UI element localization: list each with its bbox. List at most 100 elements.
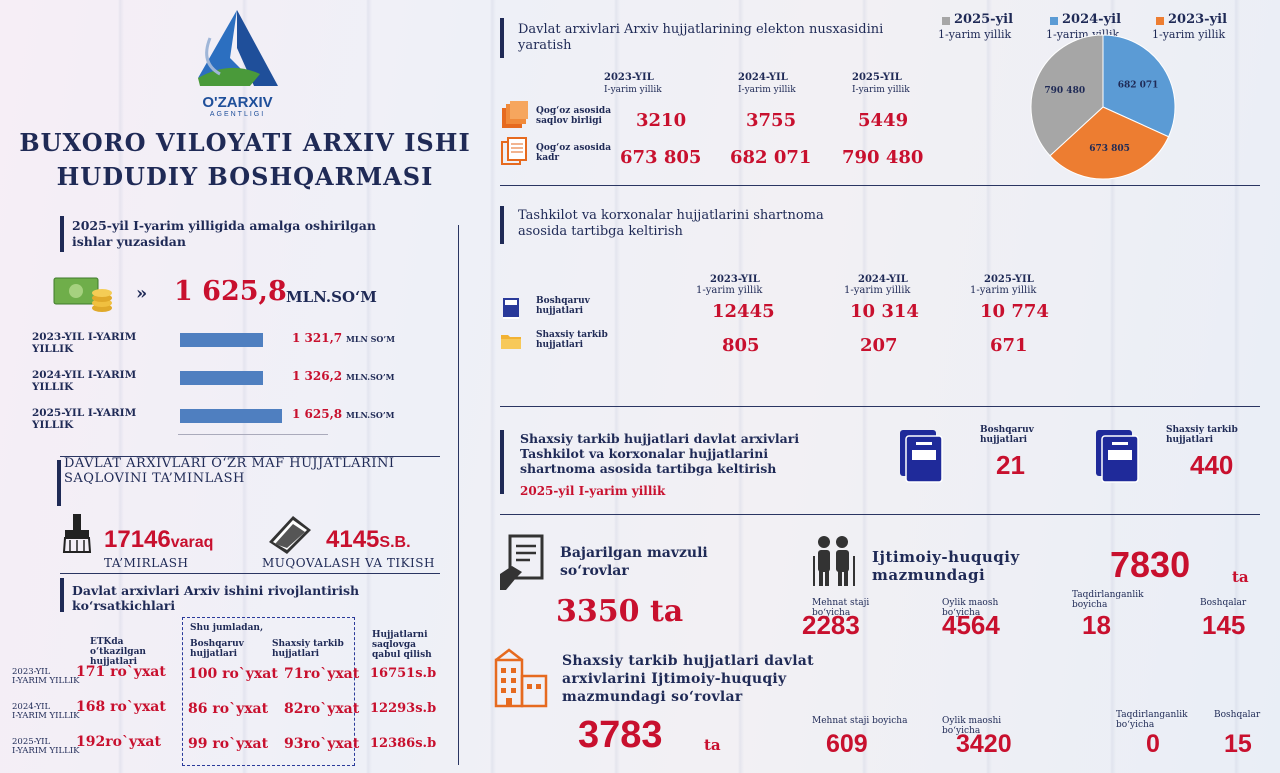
section-marker bbox=[57, 460, 61, 506]
personal-shaxsiy-value: 440 bbox=[1190, 450, 1234, 480]
row-label: Qog‘oz asosida kadr bbox=[536, 143, 612, 163]
row-qabul: 16751s.b bbox=[370, 666, 437, 681]
social-total-unit: ta bbox=[1232, 568, 1249, 586]
row-etk: 171 ro`yxat bbox=[76, 664, 166, 680]
contracts-heading: Tashkilot va korxonalar hujjatlarini sha… bbox=[518, 208, 824, 239]
folder-stack-icon bbox=[500, 100, 530, 130]
bind-unit: S.B. bbox=[379, 534, 411, 551]
section-marker bbox=[500, 430, 504, 494]
document-copy-icon bbox=[500, 136, 528, 166]
row-value: 10 774 bbox=[980, 301, 1049, 322]
social-total: 7830 bbox=[1110, 544, 1191, 585]
year-period: I-yarim yillik bbox=[852, 85, 910, 95]
year-header: 2024-YIL bbox=[858, 274, 908, 285]
legend-name: 2023-yil bbox=[1168, 12, 1228, 27]
social-item-label: Boshqalar bbox=[1200, 598, 1247, 608]
legend-name: 2025-yil bbox=[954, 12, 1014, 27]
bind-number: 4145 bbox=[326, 526, 380, 553]
bar-axis bbox=[178, 434, 328, 435]
social-item-value: 18 bbox=[1082, 610, 1111, 640]
col-qabul: Hujjatlarni saqlovga qabul qilish bbox=[372, 630, 432, 660]
archive-total: 3783 bbox=[578, 714, 663, 756]
binding-icon bbox=[265, 512, 315, 556]
section-marker bbox=[500, 18, 504, 58]
page-title: BUXORO VILOYATI ARXIV ISHI HUDUDIY BOSHQ… bbox=[15, 126, 475, 194]
social-title: Ijtimoiy-huquqiy mazmundagi bbox=[872, 548, 1020, 584]
personal-boshqaruv-value: 21 bbox=[996, 450, 1025, 480]
row-qabul: 12293s.b bbox=[370, 701, 437, 716]
row-etk: 168 ro`yxat bbox=[76, 699, 166, 715]
ozarxiv-logo-icon bbox=[198, 10, 278, 86]
social-item-label: Mehnat staji bo‘yicha bbox=[812, 598, 870, 618]
bar bbox=[180, 409, 282, 423]
row-value: 682 071 bbox=[730, 147, 812, 168]
divider bbox=[60, 573, 440, 574]
year-header: 2023-YIL bbox=[710, 274, 760, 285]
archive-unit: ta bbox=[704, 736, 721, 754]
row-bosh: 100 ro`yxat bbox=[188, 666, 278, 682]
digital-heading: Davlat arxivlari Arxiv hujjatlarining el… bbox=[518, 22, 884, 53]
bar-value: 1 326,2 bbox=[292, 369, 343, 383]
section-marker bbox=[500, 206, 504, 244]
bar-label: 2023-YIL I-YARIM YILLIK bbox=[32, 331, 137, 355]
year-header: 2024-YIL bbox=[738, 72, 788, 83]
col-boshqaruv: Boshqaruv hujjatlari bbox=[190, 639, 244, 659]
social-item-value: 145 bbox=[1202, 610, 1246, 640]
archive-item-label: Boshqalar bbox=[1214, 710, 1261, 720]
year-header: 2025-YIL bbox=[984, 274, 1034, 285]
archive-box-icon bbox=[898, 428, 948, 486]
bar-label: 2024-YIL I-YARIM YILLIK bbox=[32, 369, 137, 393]
pie-slice bbox=[1030, 34, 1104, 157]
brush-icon bbox=[60, 512, 94, 554]
bar-label: 2025-YIL I-YARIM YILLIK bbox=[32, 407, 137, 431]
dev-heading: Davlat arxivlari Arxiv ishini rivojlanti… bbox=[72, 583, 360, 613]
row-etk: 192ro`yxat bbox=[76, 734, 161, 750]
social-item-label: Oylik maosh bo‘yicha bbox=[942, 598, 999, 618]
column-divider bbox=[458, 225, 459, 765]
archive-item-value: 3420 bbox=[956, 730, 1012, 758]
row-value: 5449 bbox=[858, 110, 909, 131]
divider bbox=[500, 185, 1260, 186]
year-period: 1-yarim yillik bbox=[696, 285, 763, 296]
topic-value: 3350 ta bbox=[556, 594, 684, 629]
row-value: 805 bbox=[722, 335, 760, 356]
archive-box-icon bbox=[1094, 428, 1144, 486]
row-value: 790 480 bbox=[842, 147, 924, 168]
bar-unit: MLN.SO’M bbox=[346, 410, 395, 420]
bar-value: 1 321,7 bbox=[292, 331, 343, 345]
social-item-value: 4564 bbox=[942, 610, 1000, 640]
row-value: 3755 bbox=[746, 110, 797, 131]
archive-item-label: Mehnat staji boyicha bbox=[812, 716, 908, 726]
legend-sub: 1-yarim yillik bbox=[938, 28, 1012, 41]
building-icon bbox=[492, 646, 550, 708]
col-etk: ETKda o‘tkazilgan hujjatlari bbox=[90, 637, 146, 667]
archive-item-label: Taqdirlanganlik bo‘yicha bbox=[1116, 710, 1188, 730]
jumladan-box bbox=[182, 617, 355, 766]
row-year: 2024-YIL bbox=[12, 702, 51, 712]
repair-unit: varaq bbox=[170, 534, 214, 551]
row-label: Shaxsiy tarkib hujjatlari bbox=[536, 330, 608, 350]
bar-unit: MLN.SO’M bbox=[346, 372, 395, 382]
row-value: 673 805 bbox=[620, 147, 702, 168]
row-period: I-YARIM YILLIK bbox=[12, 746, 80, 756]
year-period: I-yarim yillik bbox=[738, 85, 796, 95]
social-item-label: Taqdirlanganlik boyicha bbox=[1072, 590, 1144, 610]
elderly-people-icon bbox=[810, 534, 858, 588]
works-heading: 2025-yil I-yarim yilligida amalga oshiri… bbox=[72, 218, 376, 249]
col-shaxsiy: Shaxsiy tarkib hujjatlari bbox=[272, 639, 344, 659]
row-year: 2025-YIL bbox=[12, 737, 51, 747]
legend-name: 2024-yil bbox=[1062, 12, 1122, 27]
personal-period: 2025-yil I-yarim yillik bbox=[520, 484, 666, 498]
repair-label: TA’MIRLASH bbox=[104, 556, 189, 570]
archive-title: Shaxsiy tarkib hujjatlari davlat arxivla… bbox=[562, 653, 814, 705]
section-marker bbox=[60, 216, 64, 252]
topic-title: Bajarilgan mavzuli so‘rovlar bbox=[560, 545, 708, 579]
bind-label: MUQOVALASH VA TIKISH bbox=[262, 556, 435, 570]
pie-slice-label: 790 480 bbox=[1044, 86, 1085, 96]
folder-icon bbox=[500, 332, 522, 350]
personal-boshqaruv-label: Boshqaruv hujjatlari bbox=[980, 425, 1034, 445]
row-shax: 71ro`yxat bbox=[284, 666, 360, 682]
legend-swatch bbox=[1156, 17, 1164, 25]
year-period: 1-yarim yillik bbox=[970, 285, 1037, 296]
row-label: Qog‘oz asosida saqlov birligi bbox=[536, 106, 612, 126]
